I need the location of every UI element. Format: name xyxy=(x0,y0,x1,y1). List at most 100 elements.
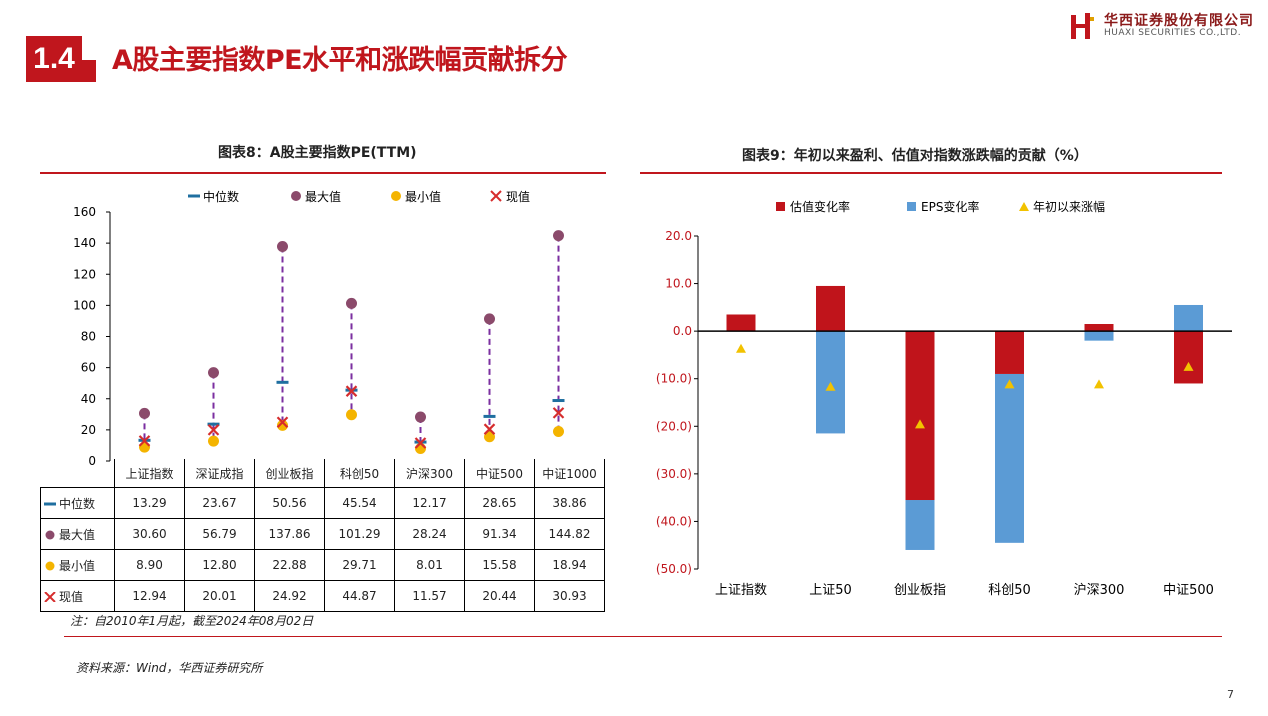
chart8-note: 注：自2010年1月起，截至2024年08月02日 xyxy=(70,614,314,628)
ytd-point xyxy=(1004,379,1015,389)
table-cell: 101.29 xyxy=(324,518,395,550)
y-tick-label: 140 xyxy=(73,236,96,250)
valuation-bar xyxy=(1084,324,1114,332)
current-point xyxy=(207,424,220,436)
table-cell: 15.58 xyxy=(464,549,535,581)
legend-valuation-icon xyxy=(776,202,785,211)
y-tick-label: 40 xyxy=(81,392,96,406)
chart9-marks xyxy=(726,285,1203,550)
category-label: 深证成指 xyxy=(184,459,255,488)
chart9-plot: 估值变化率 EPS变化率 年初以来涨幅 20.0 10.0 0.0 (10.0) (20… xyxy=(656,199,1232,598)
chart9-top-rule xyxy=(640,172,1222,174)
table-cell: 44.87 xyxy=(324,580,395,612)
ytd-point xyxy=(1094,379,1104,389)
chart9-title: 图表9：年初以来盈利、估值对指数涨跌幅的贡献（%） xyxy=(742,148,1088,164)
legend-ytd-label: 年初以来涨幅 xyxy=(1033,199,1105,214)
min-point xyxy=(208,435,219,447)
valuation-bar xyxy=(726,314,756,332)
table-cell: 137.86 xyxy=(254,518,325,550)
y-tick-label: (50.0) xyxy=(656,562,692,576)
x-tick-label: 创业板指 xyxy=(894,583,946,598)
current-point xyxy=(276,416,289,428)
eps-bar xyxy=(1174,304,1203,332)
min-point xyxy=(415,443,426,455)
table-header-row: 上证指数 深证成指 创业板指 科创50 沪深300 中证500 中证1000 xyxy=(41,459,605,488)
legend-min-label: 最小值 xyxy=(405,189,441,204)
chart9-x-labels: 上证指数 上证50 创业板指 科创50 沪深300 中证500 xyxy=(715,582,1214,598)
table-cell: 12.94 xyxy=(114,580,185,612)
max-point xyxy=(346,297,357,309)
min-point xyxy=(346,409,357,421)
max-point xyxy=(277,240,288,252)
y-tick-label: 60 xyxy=(81,361,96,375)
chart8-marks xyxy=(138,230,565,455)
y-tick-label: 20.0 xyxy=(665,229,692,243)
ytd-point xyxy=(825,381,836,391)
max-point xyxy=(415,411,426,423)
row-label: 现值 xyxy=(59,589,84,604)
legend-eps-label: EPS变化率 xyxy=(921,199,979,214)
chart8-top-rule xyxy=(40,172,606,174)
y-tick-label: 100 xyxy=(73,298,96,312)
category-label: 中证500 xyxy=(464,459,535,488)
table-cell: 30.93 xyxy=(534,580,605,612)
min-icon xyxy=(45,561,55,571)
max-point xyxy=(484,313,495,325)
eps-bar xyxy=(995,373,1024,543)
y-tick-label: (40.0) xyxy=(656,514,692,528)
table-cell: 28.65 xyxy=(464,487,535,519)
current-point xyxy=(138,435,151,447)
x-tick-label: 沪深300 xyxy=(1074,582,1125,598)
x-tick-label: 上证指数 xyxy=(715,583,767,598)
table-cell: 18.94 xyxy=(534,549,605,581)
valuation-bar xyxy=(1174,331,1203,384)
table-row: 最大值 30.60 56.79 137.86 101.29 28.24 91.3… xyxy=(40,518,605,550)
row-label: 最小值 xyxy=(59,558,96,573)
legend-median-label: 中位数 xyxy=(203,189,239,204)
legend-max-label: 最大值 xyxy=(305,189,341,204)
valuation-bar xyxy=(816,285,845,332)
min-point xyxy=(484,431,495,443)
chart8-plot: 中位数 最大值 最小值 现值 160 140 120 100 80 60 40 20 0 xyxy=(73,189,565,468)
table-cell: 30.60 xyxy=(114,518,185,550)
y-tick-label: 20 xyxy=(81,423,96,437)
y-tick-label: 0 xyxy=(88,454,96,468)
ytd-point xyxy=(915,419,925,429)
y-tick-label: (10.0) xyxy=(656,372,692,386)
x-tick-label: 上证50 xyxy=(809,583,852,598)
legend-eps-icon xyxy=(907,202,916,211)
table-row: 现值 12.94 20.01 24.92 44.87 11.57 20.44 3… xyxy=(40,580,605,612)
section-tab-accent xyxy=(82,60,96,82)
current-point xyxy=(414,437,427,449)
table-cell: 20.01 xyxy=(184,580,255,612)
y-tick-label: 10.0 xyxy=(665,277,692,291)
current-icon xyxy=(44,592,56,602)
min-point xyxy=(277,419,288,431)
page-title: A股主要指数PE水平和涨跌幅贡献拆分 xyxy=(112,45,568,76)
current-point xyxy=(345,385,358,397)
y-tick-label: 120 xyxy=(73,267,96,281)
max-point xyxy=(139,407,150,419)
page-number: 7 xyxy=(1227,688,1234,701)
y-tick-label: (30.0) xyxy=(656,467,692,481)
table-cell: 8.90 xyxy=(114,549,185,581)
source-note: 资料来源：Wind，华西证券研究所 xyxy=(76,661,263,675)
chart8-data-table: 上证指数 深证成指 创业板指 科创50 沪深300 中证500 中证1000 中… xyxy=(40,459,605,612)
table-cell: 20.44 xyxy=(464,580,535,612)
section-number: 1.4 xyxy=(26,36,82,82)
category-label: 沪深300 xyxy=(394,459,465,488)
huaxi-logo-icon xyxy=(1071,13,1094,39)
legend-current-icon xyxy=(490,190,502,202)
chart8-y-ticks: 160 140 120 100 80 60 40 20 0 xyxy=(73,205,110,468)
legend-ytd-icon xyxy=(1019,202,1029,211)
max-point xyxy=(208,367,219,379)
table-cell: 50.56 xyxy=(254,487,325,519)
valuation-bar xyxy=(905,331,935,501)
valuation-bar xyxy=(995,331,1024,374)
min-point xyxy=(553,426,564,438)
chart9-y-ticks: 20.0 10.0 0.0 (10.0) (20.0) (30.0) (40.0) (50.0… xyxy=(656,229,698,576)
ytd-point xyxy=(736,343,746,353)
company-name-en: HUAXI SECURITIES CO.,LTD. xyxy=(1104,28,1242,38)
legend-max-icon xyxy=(291,191,301,201)
table-cell: 22.88 xyxy=(254,549,325,581)
